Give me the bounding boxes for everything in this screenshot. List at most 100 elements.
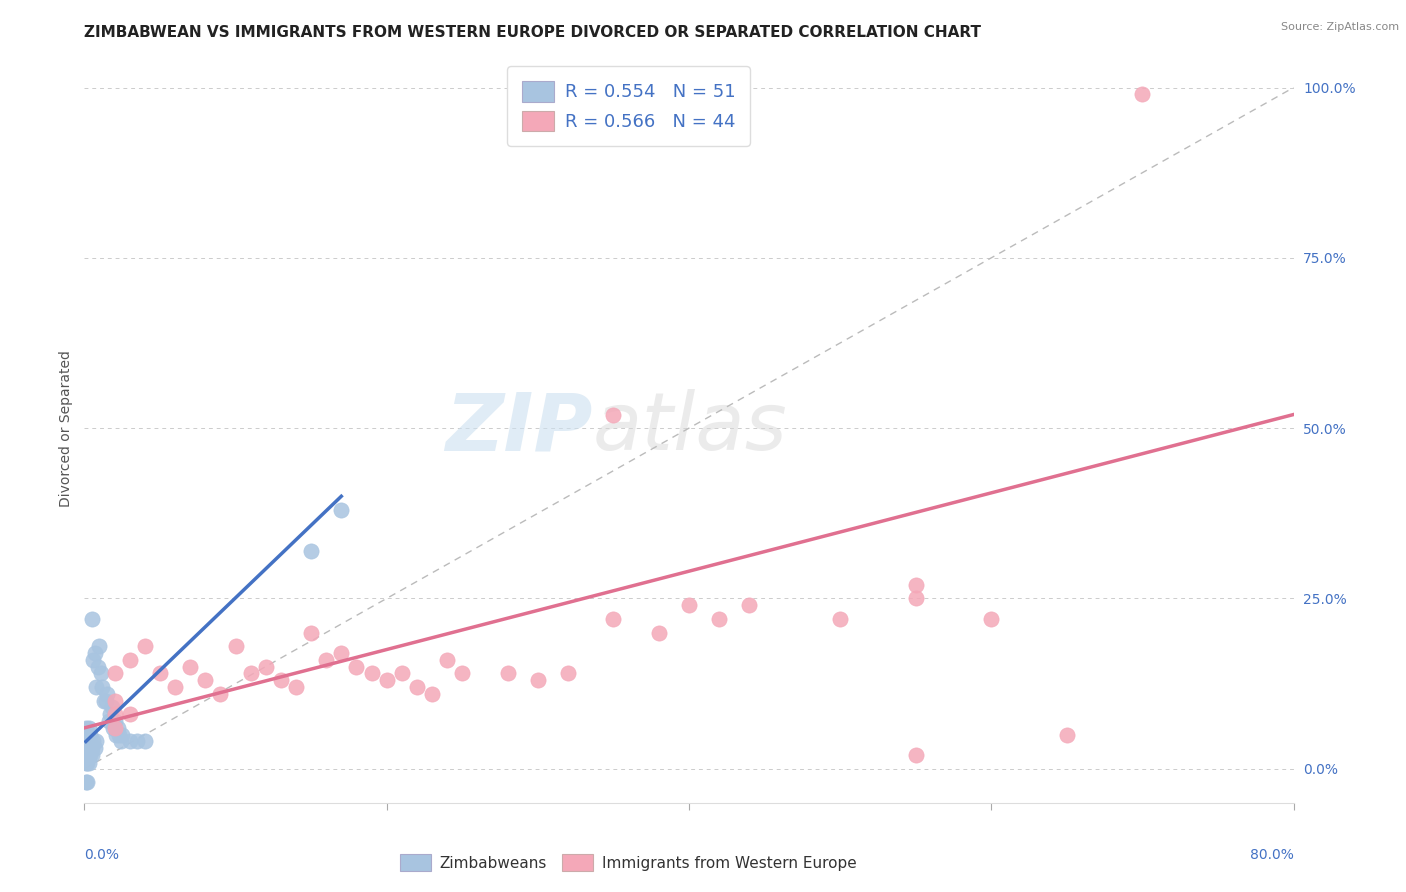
Point — [315, 653, 337, 667]
Point — [97, 714, 120, 728]
Point — [104, 721, 127, 735]
Point — [830, 612, 852, 626]
Point — [391, 666, 413, 681]
Point — [93, 693, 115, 707]
Point — [209, 687, 232, 701]
Point — [77, 748, 100, 763]
Point — [496, 666, 519, 681]
Point — [111, 728, 134, 742]
Point — [330, 503, 353, 517]
Point — [86, 734, 108, 748]
Point — [904, 748, 927, 763]
Point — [91, 680, 114, 694]
Point — [90, 666, 112, 681]
Point — [104, 707, 127, 722]
Point — [75, 748, 97, 763]
Point — [80, 741, 103, 756]
Point — [602, 612, 624, 626]
Point — [299, 625, 322, 640]
Point — [904, 578, 927, 592]
Point — [75, 775, 97, 789]
Point — [75, 721, 97, 735]
Point — [80, 748, 103, 763]
Point — [80, 612, 103, 626]
Point — [406, 680, 429, 694]
Point — [79, 748, 101, 763]
Point — [77, 721, 100, 735]
Point — [118, 653, 141, 667]
Point — [165, 680, 187, 694]
Point — [76, 756, 98, 771]
Point — [1130, 87, 1153, 102]
Y-axis label: Divorced or Separated: Divorced or Separated — [59, 350, 73, 507]
Point — [225, 639, 247, 653]
Point — [75, 756, 97, 771]
Point — [980, 612, 1002, 626]
Point — [108, 728, 131, 742]
Point — [194, 673, 217, 688]
Point — [134, 639, 156, 653]
Text: Source: ZipAtlas.com: Source: ZipAtlas.com — [1281, 22, 1399, 32]
Point — [77, 756, 100, 771]
Point — [87, 659, 110, 673]
Point — [299, 543, 322, 558]
Point — [110, 734, 132, 748]
Point — [118, 734, 141, 748]
Point — [76, 734, 98, 748]
Point — [127, 734, 149, 748]
Point — [105, 728, 128, 742]
Point — [904, 591, 927, 606]
Point — [149, 666, 172, 681]
Point — [436, 653, 458, 667]
Point — [76, 775, 98, 789]
Point — [104, 693, 127, 707]
Point — [79, 734, 101, 748]
Point — [527, 673, 550, 688]
Point — [84, 741, 107, 756]
Point — [89, 639, 111, 653]
Point — [107, 721, 129, 735]
Point — [98, 707, 121, 722]
Point — [82, 653, 104, 667]
Point — [738, 599, 761, 613]
Point — [104, 666, 127, 681]
Point — [239, 666, 262, 681]
Point — [82, 734, 104, 748]
Point — [678, 599, 700, 613]
Point — [76, 748, 98, 763]
Text: atlas: atlas — [592, 389, 787, 467]
Point — [648, 625, 671, 640]
Point — [86, 680, 108, 694]
Point — [709, 612, 731, 626]
Point — [360, 666, 382, 681]
Point — [451, 666, 474, 681]
Point — [254, 659, 277, 673]
Point — [270, 673, 292, 688]
Point — [602, 408, 624, 422]
Point — [84, 646, 107, 660]
Point — [134, 734, 156, 748]
Point — [1056, 728, 1078, 742]
Point — [75, 728, 97, 742]
Point — [104, 714, 127, 728]
Text: ZIP: ZIP — [444, 389, 592, 467]
Point — [100, 700, 122, 714]
Text: ZIMBABWEAN VS IMMIGRANTS FROM WESTERN EUROPE DIVORCED OR SEPARATED CORRELATION C: ZIMBABWEAN VS IMMIGRANTS FROM WESTERN EU… — [84, 25, 981, 40]
Point — [76, 728, 98, 742]
Point — [77, 734, 100, 748]
Point — [375, 673, 398, 688]
Point — [557, 666, 579, 681]
Point — [285, 680, 308, 694]
Point — [346, 659, 368, 673]
Point — [179, 659, 201, 673]
Point — [79, 728, 101, 742]
Point — [96, 687, 118, 701]
Point — [76, 741, 98, 756]
Text: 0.0%: 0.0% — [84, 847, 120, 862]
Text: 80.0%: 80.0% — [1250, 847, 1294, 862]
Point — [101, 721, 124, 735]
Point — [330, 646, 353, 660]
Legend: Zimbabweans, Immigrants from Western Europe: Zimbabweans, Immigrants from Western Eur… — [394, 847, 863, 878]
Point — [118, 707, 141, 722]
Point — [77, 741, 100, 756]
